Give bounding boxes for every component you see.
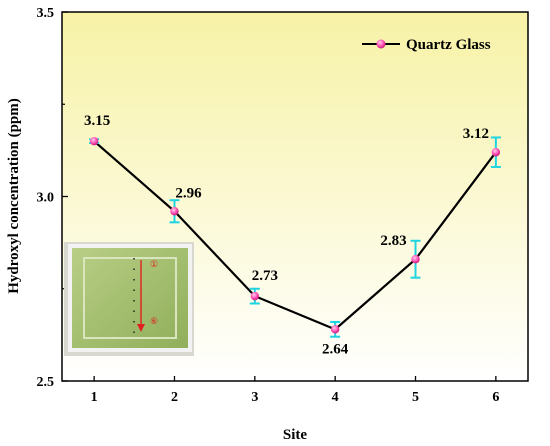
legend-marker (376, 39, 386, 49)
x-tick-label: 3 (251, 390, 258, 405)
x-tick-label: 6 (492, 390, 499, 405)
legend: Quartz Glass (362, 37, 491, 53)
data-label: 3.12 (463, 126, 489, 142)
data-label: 2.64 (322, 341, 349, 357)
inset-photo-glass (68, 244, 192, 352)
series-line-quartz-glass (93, 140, 497, 331)
data-point (491, 148, 501, 157)
y-axis-label: Hydroxyl concentration (ppm) (6, 98, 22, 294)
data-label: 2.83 (380, 233, 406, 249)
x-tick-label: 2 (171, 390, 178, 405)
data-point (330, 325, 340, 334)
data-label: 2.96 (175, 185, 202, 201)
inset-marker-start: ① (150, 259, 158, 269)
data-point (250, 291, 260, 301)
data-point (89, 136, 99, 146)
data-label: 2.73 (252, 268, 278, 284)
data-point (411, 255, 420, 264)
y-tick-label: 2.5 (37, 375, 55, 390)
series-layer: 3.15 2.96 2.73 2.64 2.83 3.12 (84, 113, 501, 357)
y-tick-label: 3.0 (37, 191, 55, 206)
legend-label: Quartz Glass (406, 37, 491, 53)
inset-photo: ① ⑥ (64, 242, 194, 356)
axis-layer: 1 2 3 4 5 6 2.5 3.0 3.5 (37, 6, 500, 405)
inset-arrow-head (137, 324, 145, 332)
data-label: 3.15 (84, 113, 110, 129)
y-tick-label: 3.5 (37, 6, 55, 21)
x-axis-label: Site (283, 427, 308, 443)
data-point (170, 207, 179, 216)
x-tick-label: 1 (91, 390, 98, 405)
inset-marker-end: ⑥ (150, 316, 158, 326)
x-tick-label: 4 (332, 390, 339, 405)
x-tick-label: 5 (412, 390, 419, 405)
inset-photo-inner (83, 257, 177, 339)
